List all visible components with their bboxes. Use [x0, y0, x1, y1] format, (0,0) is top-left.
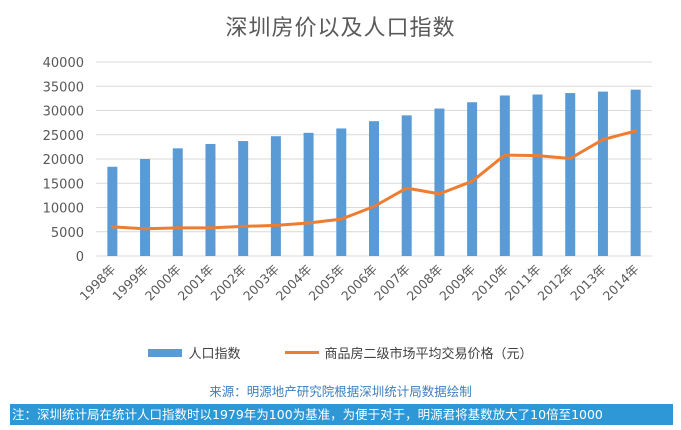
legend-bar-label: 人口指数 — [188, 347, 241, 362]
population-index-bars — [107, 89, 641, 257]
bar-population-index — [597, 91, 608, 257]
legend-line-swatch — [284, 351, 319, 354]
bar-population-index — [107, 166, 118, 256]
bar-population-index — [270, 136, 281, 256]
note-banner: 注：深圳统计局在统计人口指数时以1979年为100为基准，为便于对于，明源君将基… — [10, 404, 673, 425]
y-tick-label: 15000 — [43, 177, 84, 192]
bar-population-index — [238, 141, 249, 256]
y-tick-label: 40000 — [43, 56, 84, 71]
bar-population-index — [336, 128, 347, 256]
legend: 人口指数 商品房二级市场平均交易价格（元） — [0, 343, 681, 362]
source-text: 来源：明源地产研究院根据深圳统计局数据绘制 — [209, 384, 472, 399]
chart-title: 深圳房价以及人口指数 — [225, 16, 456, 41]
y-tick-label: 30000 — [43, 105, 84, 120]
y-tick-label: 5000 — [51, 226, 84, 241]
bar-population-index — [532, 94, 543, 257]
bar-population-index — [303, 132, 314, 256]
bar-population-index — [401, 115, 412, 256]
bar-population-index — [140, 159, 151, 256]
legend-item-line: 商品房二级市场平均交易价格（元） — [284, 343, 533, 362]
y-tick-label: 25000 — [43, 129, 84, 144]
bar-population-index — [434, 108, 445, 256]
bar-population-index — [369, 121, 379, 256]
bar-population-index — [467, 102, 478, 256]
legend-bar-swatch — [148, 348, 183, 357]
bar-population-index — [630, 89, 641, 257]
y-axis-ticks: 0 5000 10000 15000 20000 25000 30000 35000 40000 — [43, 56, 84, 265]
legend-item-bars: 人口指数 — [148, 343, 241, 362]
bar-population-index — [499, 95, 510, 256]
y-tick-label: 20000 — [43, 153, 84, 168]
y-tick-label: 10000 — [43, 202, 84, 217]
y-tick-label: 35000 — [43, 80, 84, 95]
x-tick-label: 2014年 — [600, 262, 642, 304]
series-line-price — [110, 129, 638, 231]
bar-population-index — [205, 143, 216, 256]
chart-plot: 0 5000 10000 15000 20000 25000 30000 35000 40000… — [43, 56, 652, 304]
legend-line-label: 商品房二级市场平均交易价格（元） — [324, 347, 533, 362]
bar-population-index — [565, 93, 576, 256]
bar-population-index — [172, 148, 183, 256]
x-axis-ticks: 1998年1999年2000年2001年2002年2003年2004年2005年… — [77, 262, 642, 304]
y-tick-label: 0 — [76, 250, 84, 265]
price-line — [110, 129, 638, 231]
